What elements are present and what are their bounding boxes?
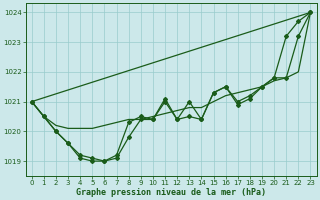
X-axis label: Graphe pression niveau de la mer (hPa): Graphe pression niveau de la mer (hPa) bbox=[76, 188, 266, 197]
